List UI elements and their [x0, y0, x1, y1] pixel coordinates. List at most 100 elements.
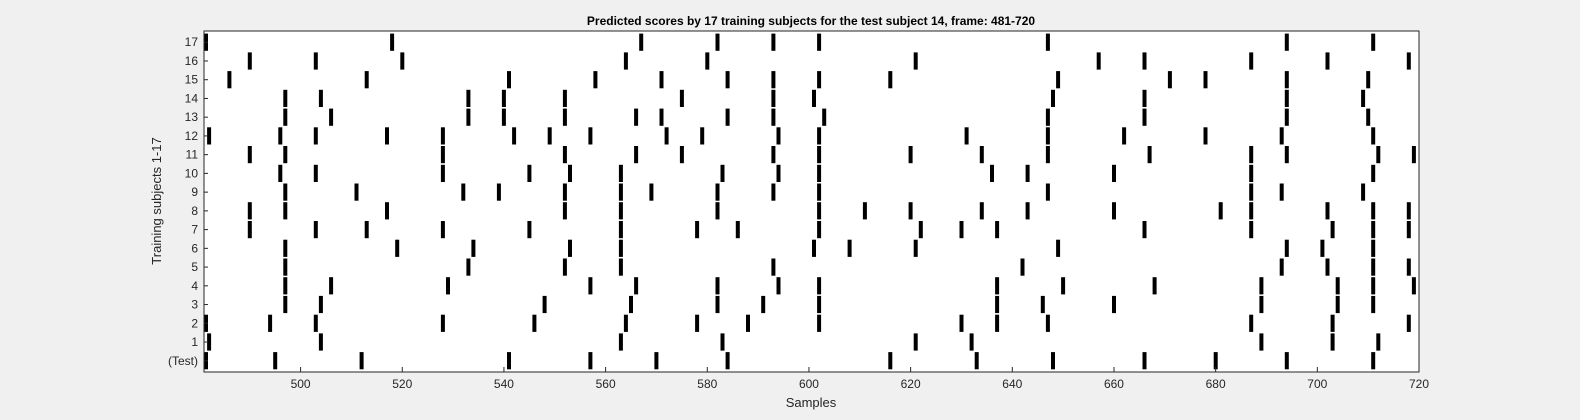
event-mark	[618, 183, 623, 201]
event-mark	[746, 314, 750, 332]
event-mark	[817, 146, 822, 164]
event-mark	[1279, 127, 1284, 145]
event-mark	[1249, 221, 1254, 239]
event-mark	[593, 71, 598, 89]
event-mark	[634, 108, 639, 126]
y-axis-label: Training subjects 1-17	[149, 137, 164, 264]
event-mark	[1284, 89, 1289, 107]
event-mark	[618, 221, 623, 239]
event-mark	[1152, 277, 1157, 295]
event-mark	[1112, 164, 1116, 182]
event-mark	[822, 108, 827, 126]
event-mark	[1249, 202, 1254, 220]
event-mark	[1325, 52, 1330, 70]
event-mark	[1061, 277, 1066, 295]
x-tick-label: 500	[291, 377, 311, 391]
event-mark	[1213, 352, 1218, 370]
event-mark	[629, 295, 633, 314]
event-mark	[771, 71, 776, 89]
event-mark	[283, 183, 288, 201]
event-mark	[1147, 146, 1152, 164]
event-mark	[1406, 221, 1411, 239]
event-mark	[990, 164, 994, 182]
event-mark	[1045, 33, 1050, 51]
event-mark	[446, 277, 450, 295]
event-mark	[1249, 314, 1254, 332]
event-mark	[679, 89, 684, 107]
event-mark	[995, 314, 1000, 332]
event-mark	[283, 89, 288, 107]
event-mark	[761, 295, 766, 314]
event-mark	[1142, 352, 1147, 370]
y-tick-label: 10	[185, 166, 199, 180]
event-mark	[313, 127, 318, 145]
event-mark	[1371, 239, 1376, 257]
event-mark	[618, 258, 623, 276]
event-mark	[913, 239, 918, 257]
event-mark	[1371, 221, 1376, 239]
event-mark	[1167, 71, 1172, 89]
event-mark	[273, 352, 278, 370]
event-mark	[1218, 202, 1223, 220]
event-mark	[461, 183, 466, 201]
event-mark	[1249, 52, 1254, 70]
event-mark	[1371, 33, 1376, 51]
event-mark	[974, 352, 979, 370]
event-mark	[527, 221, 532, 239]
y-tick-label: (Test)	[168, 354, 198, 368]
event-mark	[247, 146, 252, 164]
event-mark	[440, 314, 445, 332]
event-mark	[771, 183, 776, 201]
event-mark	[1142, 108, 1147, 126]
event-mark	[1056, 239, 1061, 257]
event-mark	[918, 221, 923, 239]
event-mark	[771, 33, 776, 51]
event-mark	[618, 202, 623, 220]
event-mark	[1325, 258, 1330, 276]
event-mark	[532, 314, 537, 332]
plot-area	[204, 31, 1419, 372]
y-tick-label: 6	[191, 241, 198, 255]
event-mark	[507, 71, 511, 89]
event-mark	[1371, 202, 1376, 220]
event-mark	[1320, 239, 1325, 257]
event-mark	[1249, 164, 1254, 182]
event-mark	[817, 164, 822, 182]
event-mark	[817, 183, 822, 201]
y-tick-label: 15	[185, 73, 199, 87]
x-tick-label: 520	[392, 377, 412, 391]
event-mark	[318, 333, 323, 351]
event-mark	[568, 164, 572, 182]
event-mark	[1371, 277, 1376, 295]
event-mark	[623, 314, 628, 332]
event-mark	[695, 314, 700, 332]
event-mark	[618, 239, 623, 257]
event-mark	[995, 277, 1000, 295]
event-mark	[654, 352, 659, 370]
event-mark	[313, 314, 318, 332]
event-mark	[1045, 314, 1050, 332]
y-tick-label: 17	[185, 35, 199, 49]
event-mark	[247, 202, 252, 220]
event-mark	[313, 164, 318, 182]
event-mark	[913, 333, 918, 351]
event-mark	[501, 89, 506, 107]
event-mark	[354, 183, 359, 201]
event-mark	[995, 221, 1000, 239]
event-mark	[1371, 164, 1376, 182]
y-tick-label: 14	[185, 91, 199, 105]
event-mark	[623, 52, 628, 70]
event-mark	[1051, 352, 1055, 370]
event-marks	[204, 33, 1416, 370]
event-mark	[471, 239, 476, 257]
event-mark	[725, 108, 730, 126]
event-mark	[318, 89, 323, 107]
x-tick-label: 620	[901, 377, 921, 391]
event-mark	[715, 295, 720, 314]
event-mark	[1259, 277, 1264, 295]
event-mark	[1361, 183, 1366, 201]
event-mark	[247, 221, 252, 239]
event-mark	[1020, 258, 1025, 276]
event-mark	[283, 146, 288, 164]
event-mark	[959, 221, 964, 239]
